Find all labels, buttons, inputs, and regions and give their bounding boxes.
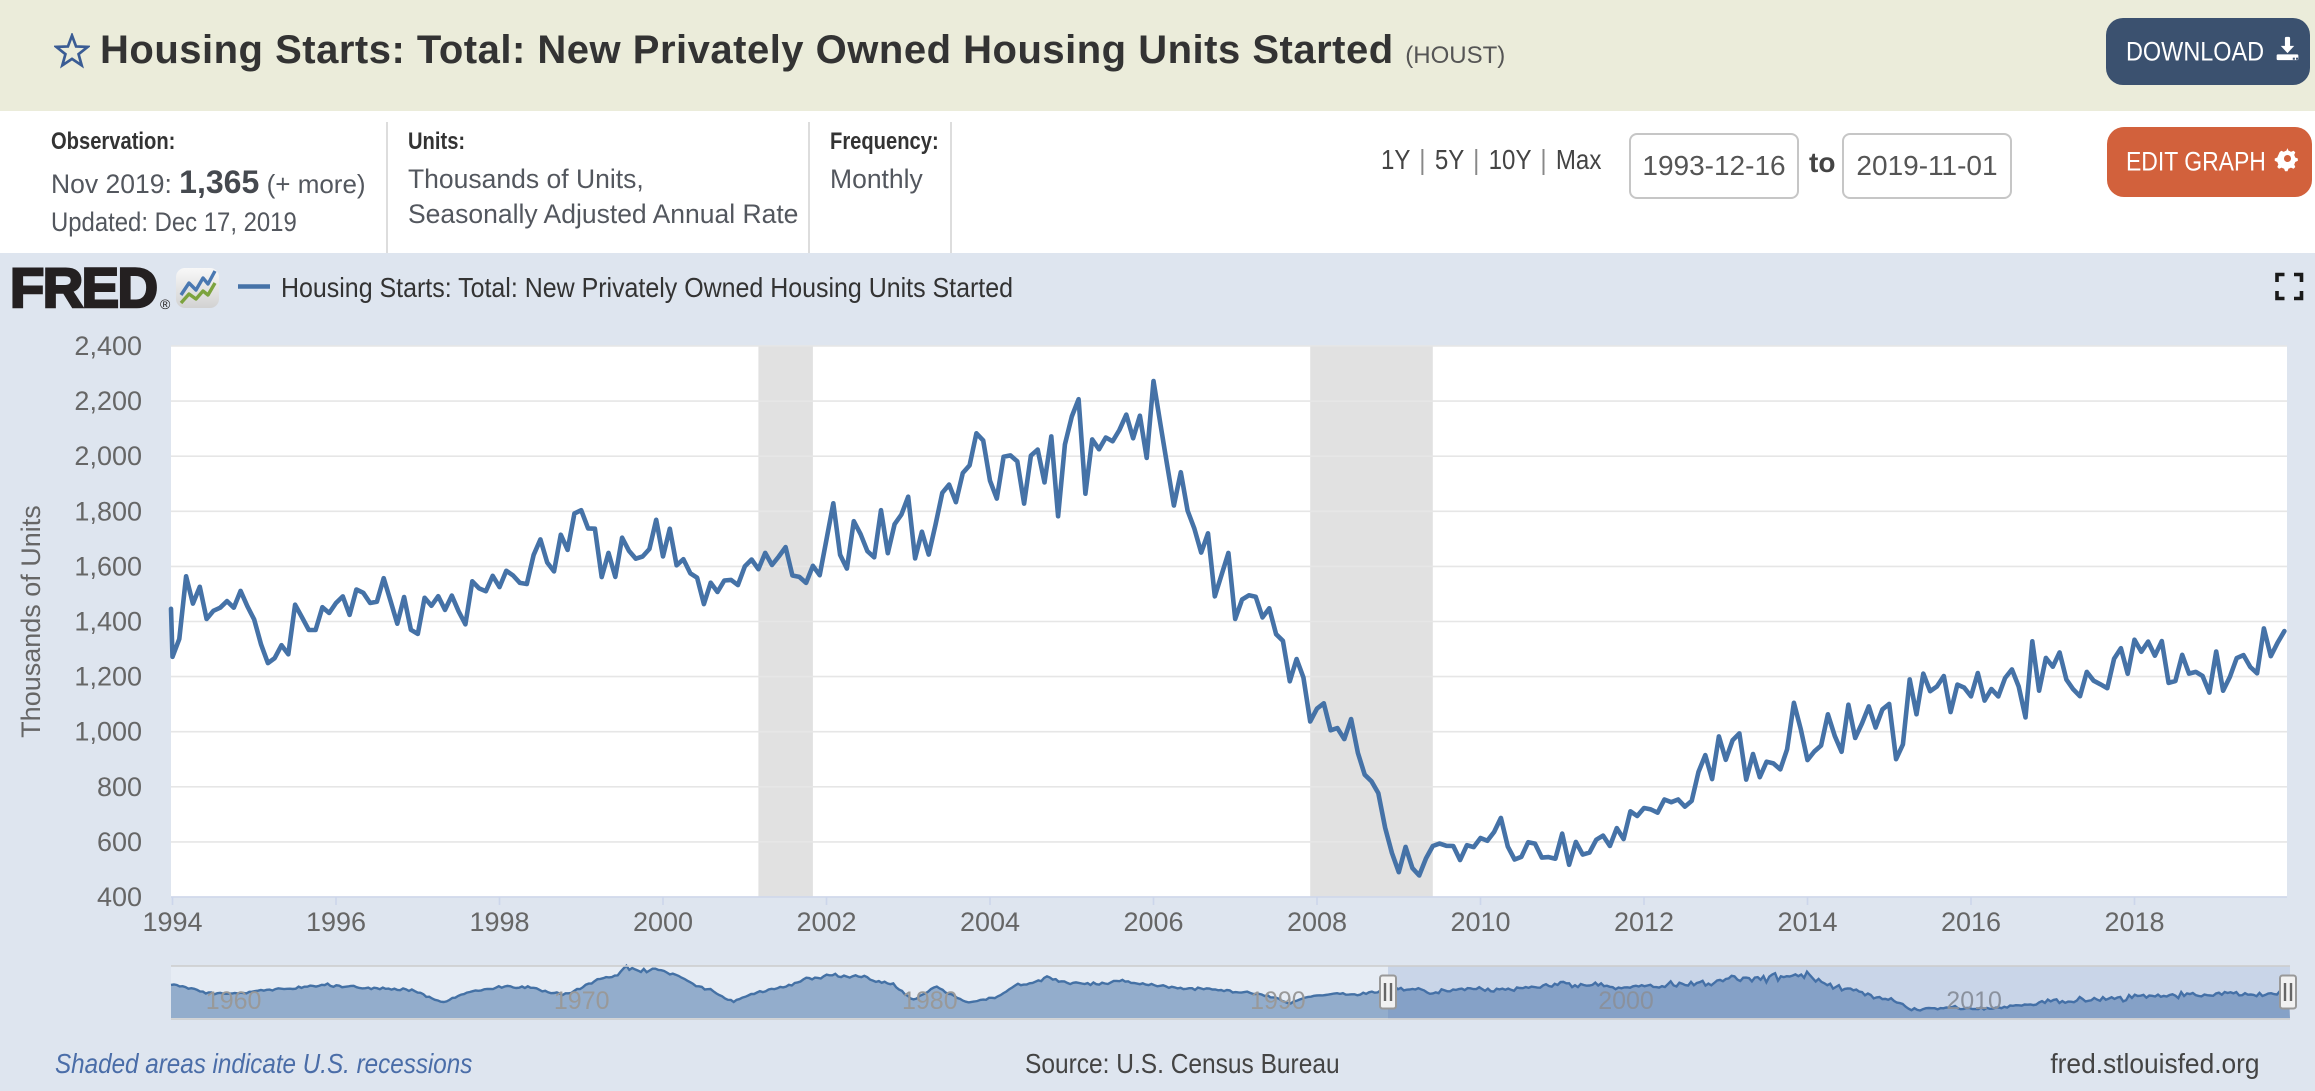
svg-text:400: 400 xyxy=(97,882,142,912)
svg-text:®: ® xyxy=(160,296,171,312)
svg-text:1,200: 1,200 xyxy=(74,662,142,692)
svg-text:2,400: 2,400 xyxy=(74,331,142,361)
svg-text:1970: 1970 xyxy=(554,987,610,1015)
svg-text:1,400: 1,400 xyxy=(74,607,142,637)
svg-text:2004: 2004 xyxy=(960,907,1020,937)
svg-text:Thousands of Units: Thousands of Units xyxy=(16,505,46,738)
svg-text:2006: 2006 xyxy=(1123,907,1183,937)
svg-text:1,600: 1,600 xyxy=(74,551,142,581)
svg-text:2014: 2014 xyxy=(1777,907,1837,937)
svg-text:Housing Starts: Total: New Pri: Housing Starts: Total: New Privately Own… xyxy=(281,272,1013,303)
svg-text:1994: 1994 xyxy=(142,907,202,937)
svg-text:2000: 2000 xyxy=(1598,987,1654,1015)
svg-text:2010: 2010 xyxy=(1946,987,2002,1015)
svg-text:1,000: 1,000 xyxy=(74,717,142,747)
svg-text:1996: 1996 xyxy=(306,907,366,937)
svg-text:2012: 2012 xyxy=(1614,907,1674,937)
svg-text:FRED: FRED xyxy=(10,256,157,319)
svg-text:1990: 1990 xyxy=(1250,987,1306,1015)
svg-text:2016: 2016 xyxy=(1941,907,2001,937)
svg-text:2,200: 2,200 xyxy=(74,386,142,416)
svg-text:2002: 2002 xyxy=(796,907,856,937)
svg-text:2018: 2018 xyxy=(2104,907,2164,937)
svg-text:2000: 2000 xyxy=(633,907,693,937)
svg-text:2010: 2010 xyxy=(1450,907,1510,937)
svg-text:600: 600 xyxy=(97,827,142,857)
svg-text:1980: 1980 xyxy=(902,987,958,1015)
svg-text:1,800: 1,800 xyxy=(74,496,142,526)
svg-text:800: 800 xyxy=(97,772,142,802)
svg-text:1960: 1960 xyxy=(206,987,262,1015)
svg-text:2,000: 2,000 xyxy=(74,441,142,471)
svg-text:1998: 1998 xyxy=(469,907,529,937)
svg-text:2008: 2008 xyxy=(1287,907,1347,937)
